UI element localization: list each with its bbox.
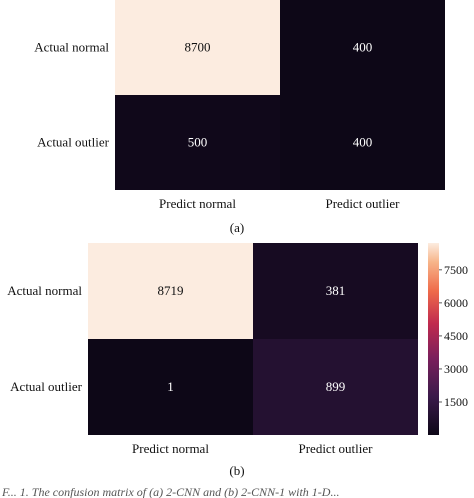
cell-value-label: 500 <box>188 135 208 150</box>
colorbar: 1500 3000 4500 6000 7500 <box>428 243 468 435</box>
column-label: Predict normal <box>159 196 236 211</box>
colorbar-tick-label: 3000 <box>444 362 468 376</box>
heatmap-cell <box>253 243 418 339</box>
heatmap-b: 8719 381 1 899 Actual normal Actual outlier Pr… <box>7 243 418 478</box>
heatmap-cell <box>88 339 253 435</box>
heatmap-cell <box>280 95 445 190</box>
colorbar-tick-label: 7500 <box>444 263 468 277</box>
row-label: Actual normal <box>34 40 109 55</box>
column-label: Predict outlier <box>325 196 400 211</box>
row-label: Actual normal <box>7 283 82 298</box>
heatmap-cell <box>115 0 280 95</box>
colorbar-tick-label: 1500 <box>444 395 468 409</box>
cell-value-label: 899 <box>326 379 346 394</box>
cell-value-label: 400 <box>353 40 373 55</box>
colorbar-tick-label: 6000 <box>444 296 468 310</box>
heatmap-cell <box>115 95 280 190</box>
colorbar-gradient <box>428 243 439 435</box>
cell-value-label: 1 <box>167 379 174 394</box>
cell-value-label: 400 <box>353 135 373 150</box>
column-label: Predict outlier <box>298 441 373 456</box>
column-label: Predict normal <box>132 441 209 456</box>
cell-value-label: 381 <box>326 283 346 298</box>
colorbar-tick-label: 4500 <box>444 329 468 343</box>
cell-value-label: 8719 <box>158 283 184 298</box>
heatmap-cell <box>253 339 418 435</box>
subfigure-caption: (b) <box>229 463 244 478</box>
row-label: Actual outlier <box>10 379 83 394</box>
heatmap-a: 8700 400 500 400 Actual normal Actual outlier… <box>34 0 445 235</box>
row-label: Actual outlier <box>37 135 110 150</box>
heatmap-cell <box>88 243 253 339</box>
figure-footer: F... 1. The confusion matrix of (a) 2-CN… <box>1 485 339 498</box>
subfigure-caption: (a) <box>230 220 244 235</box>
cell-value-label: 8700 <box>185 40 211 55</box>
heatmap-cell <box>280 0 445 95</box>
